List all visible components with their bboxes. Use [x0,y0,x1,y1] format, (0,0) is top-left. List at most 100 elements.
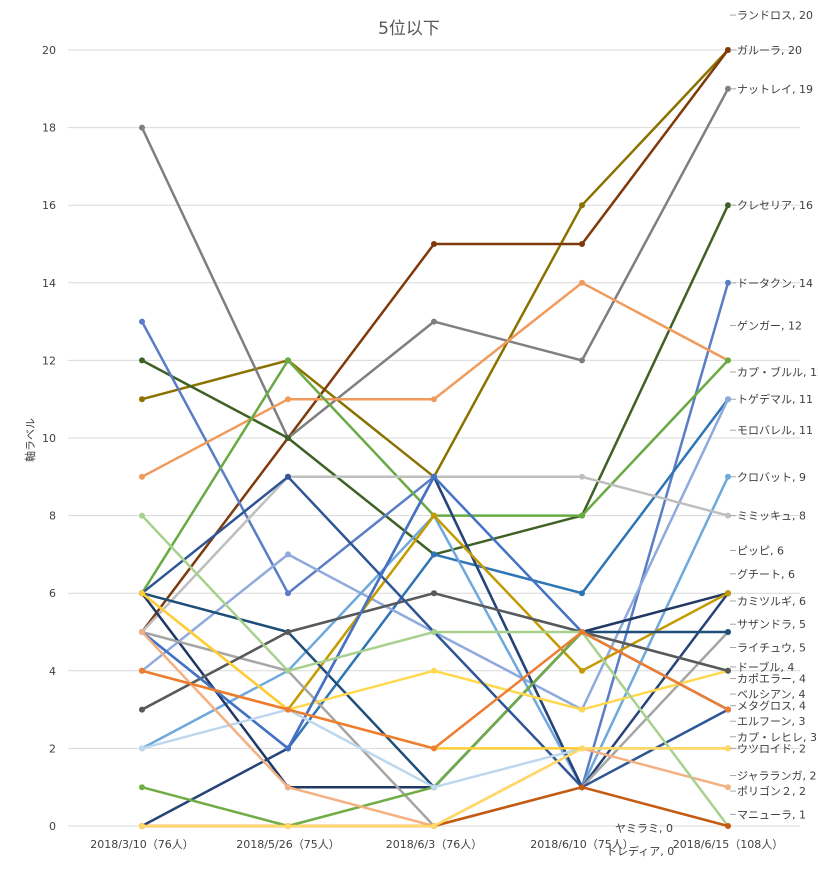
series-end-label: トレディア, 0 [606,844,674,858]
series-end-label: クレセリア, 16 [737,199,813,212]
data-point [285,629,291,635]
y-tick-label: 0 [49,820,56,833]
series-end-label: メタグロス, 4 [737,699,806,713]
data-point [725,396,731,403]
data-point [725,745,731,752]
series-line [141,49,729,633]
data-point [431,473,437,480]
series-end-label: ゲンガー, 12 [737,319,802,332]
series-end-label: ガルーラ, 20 [737,44,802,57]
data-point [725,473,731,480]
series-end-label: ライチュウ, 5 [737,642,806,655]
data-point [139,396,145,403]
x-tick-label: 2018/6/15（108人） [673,838,783,851]
data-point [431,551,437,558]
data-point [725,47,731,53]
data-point [579,590,585,597]
data-point [579,629,585,635]
data-point [579,357,585,364]
series-end-label: サザンドラ, 5 [737,618,806,631]
series-end-label: クロバット, 9 [737,471,806,484]
series [139,629,731,752]
series [139,396,731,752]
data-point [725,357,731,364]
series-line [141,49,729,479]
data-point [139,667,145,674]
x-tick-label: 2018/5/26（75人） [236,838,339,851]
x-tick-label: 2018/6/10（75人） [530,838,633,851]
y-tick-label: 6 [49,587,56,600]
y-axis: 0 2 4 6 8 10 12 14 16 18 20 [42,44,56,833]
data-point [579,745,585,752]
data-point [139,784,145,791]
gridlines [68,49,800,827]
series-end-label: トゲデマル, 11 [737,392,813,406]
data-point [725,279,731,286]
series-end-label: マニューラ, 1 [737,808,806,821]
series-line [140,88,730,440]
data-point [139,357,145,364]
data-point [285,706,291,713]
data-point [431,667,437,674]
series-end-label: カミツルギ, 6 [737,595,806,608]
y-tick-label: 2 [49,742,56,755]
series [139,47,731,635]
data-point [285,473,291,480]
data-point [579,784,585,791]
series-end-label: ヤミラミ, 0 [615,822,673,835]
series-line [141,475,729,828]
series-end-label: ナットレイ, 19 [737,83,813,96]
data-point [725,784,731,791]
data-point [139,124,145,131]
series [139,202,731,558]
y-tick-label: 14 [42,277,56,290]
data-point [725,512,731,519]
series-end-label: グチート, 6 [737,567,795,581]
data-point [725,706,731,713]
y-tick-label: 18 [42,122,56,135]
series [139,745,731,829]
y-tick-label: 10 [42,432,56,445]
y-tick-label: 4 [49,665,56,678]
data-point [431,512,437,519]
series-line [141,591,728,789]
series [139,590,731,791]
data-point [725,202,731,209]
data-point [579,667,585,674]
data-point [139,706,145,713]
series-end-label: ドータクン, 14 [737,277,813,290]
data-point [431,318,437,325]
data-point [285,745,291,752]
series-end-label: モロバレル, 11 [737,424,813,437]
data-point [139,512,145,519]
data-point [431,241,437,247]
series-line [141,591,729,789]
data-point [285,667,291,674]
data-point [285,357,291,364]
data-point [139,823,145,829]
data-point [579,241,585,247]
data-point [579,706,585,713]
data-point [285,435,291,441]
series-line [141,630,729,750]
x-tick-label: 2018/6/3（76人） [386,838,482,851]
series-end-label: ウツロイド, 2 [737,742,806,755]
data-point [725,629,731,635]
data-point [725,590,731,597]
chart-title: 5位以下 [378,19,440,39]
data-point [431,784,437,791]
series-end-label: カプ・レヒレ, 3 [737,731,817,744]
data-point [579,473,585,480]
series-end-label: ピッピ, 6 [737,545,784,558]
data-point [431,629,437,635]
data-point [285,590,291,597]
data-point [139,590,145,597]
y-tick-label: 16 [42,199,56,212]
y-axis-label: 軸ラベル [23,418,37,462]
data-point [285,784,291,791]
data-point [725,823,731,829]
series [139,85,731,441]
y-tick-label: 12 [42,354,56,367]
data-point [725,667,731,674]
data-point [139,318,145,325]
